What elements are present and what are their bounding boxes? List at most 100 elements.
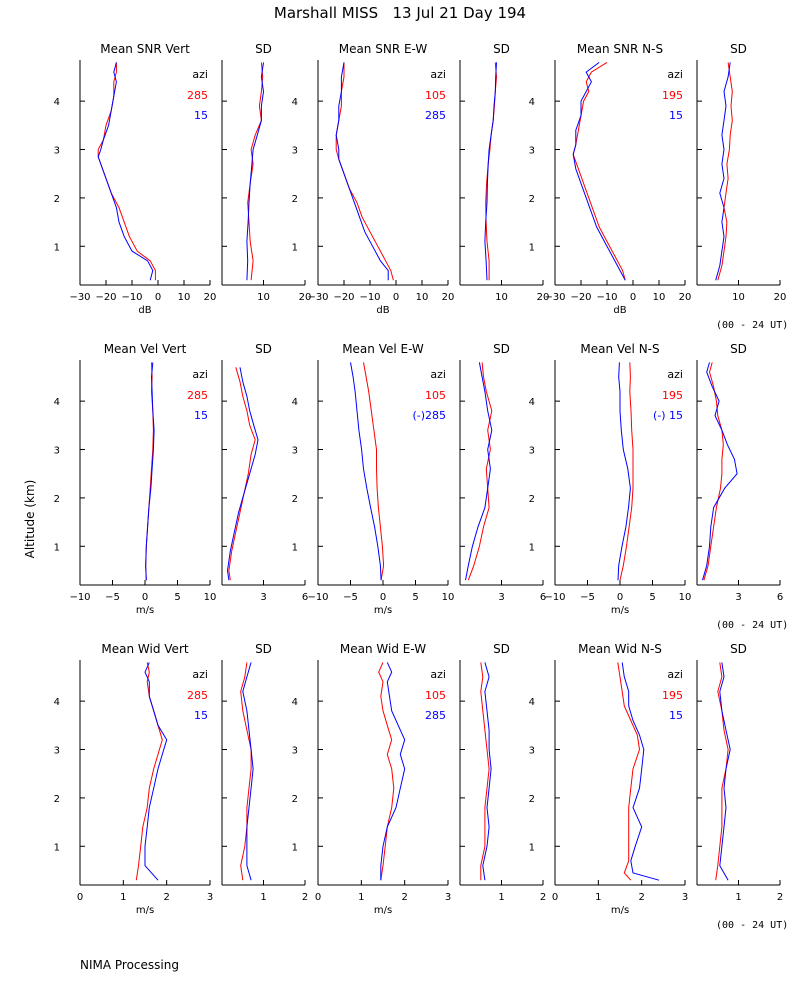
x-tick-label: 3 [207,892,213,903]
series-line [363,362,385,581]
series-line [378,662,395,881]
series-line [715,62,731,281]
x-tick-label: 0 [77,892,83,903]
x-tick-label: 0 [142,592,148,603]
panel-title: SD [493,642,510,656]
x-tick-label: −10 [359,292,380,303]
y-tick-label: 3 [529,746,535,757]
x-tick-label: −10 [307,592,328,603]
series-line [335,62,394,281]
x-tick-label: 10 [732,292,745,303]
x-tick-label: −30 [307,292,328,303]
x-tick-label: 10 [495,292,508,303]
series-line [719,662,731,881]
x-tick-label: −20 [333,292,354,303]
panel-title: Mean Vel E-W [342,342,424,356]
chart-panel: SD 1 2 [696,642,783,903]
y-tick-label: 1 [292,242,298,253]
x-tick-label: −30 [69,292,90,303]
x-axis-label: m/s [136,905,154,916]
x-tick-label: −20 [570,292,591,303]
x-tick-label: 10 [442,592,455,603]
x-tick-label: −5 [580,592,595,603]
series-line [703,362,724,581]
legend-entry: 15 [194,709,208,722]
x-tick-label: 2 [401,892,407,903]
y-tick-label: 3 [292,746,298,757]
chart-panel: SD 1 2 [459,642,546,903]
y-tick-label: 1 [529,242,535,253]
legend-title: azi [192,368,208,381]
y-tick-label: 4 [292,697,298,708]
y-tick-label: 2 [292,194,298,205]
y-tick-label: 1 [292,542,298,553]
x-axis-label: m/s [374,605,392,616]
y-tick-label: 4 [529,397,535,408]
legend-entry: 105 [425,389,446,402]
legend-title: azi [430,68,446,81]
x-tick-label: −10 [121,292,142,303]
series-line [717,62,733,281]
y-tick-label: 4 [54,97,60,108]
x-axis-label: m/s [611,605,629,616]
series-line [226,367,259,581]
panel-title: SD [255,42,272,56]
chart-panel: SD 10 20 [459,42,549,303]
y-tick-label: 4 [529,697,535,708]
series-line [482,662,492,881]
series-line [702,362,738,581]
y-tick-label: 1 [529,542,535,553]
x-tick-label: 3 [445,892,451,903]
x-tick-label: 1 [735,892,741,903]
legend-entry: 285 [187,89,208,102]
series-line [335,62,389,281]
legend-entry: 105 [425,689,446,702]
series-line [572,61,626,281]
panel-title: Mean Vel Vert [104,342,187,356]
series-line [246,62,265,281]
x-tick-label: 2 [540,892,546,903]
series-line [480,662,490,881]
legend-title: azi [667,368,683,381]
series-line [350,362,382,581]
y-tick-label: 4 [292,97,298,108]
x-axis-label: m/s [136,605,154,616]
legend-title: azi [192,68,208,81]
legend-entry: 195 [662,689,683,702]
x-axis-label: dB [138,305,151,316]
y-tick-label: 3 [292,446,298,457]
series-line [465,362,493,581]
chart-panel: Mean SNR E-W 1 2 3 4 −30 −20 −10 0 10 20 dB azi 105 28… [292,42,455,316]
series-line [242,662,254,881]
x-tick-label: −5 [343,592,358,603]
legend-entry: 195 [662,89,683,102]
y-tick-label: 1 [54,242,60,253]
x-tick-label: 2 [638,892,644,903]
x-tick-label: 10 [416,292,429,303]
series-line [145,362,155,581]
x-tick-label: 3 [682,892,688,903]
series-line [144,662,168,881]
series-line [621,662,660,881]
chart-panel: Mean Vel E-W 1 2 3 4 −10 −5 0 5 10 m/s azi 105 (-)285 [292,342,455,616]
legend-entry: 15 [194,409,208,422]
panel-title: SD [255,642,272,656]
series-line [97,62,156,281]
legend-entry: (-)285 [412,409,446,422]
x-tick-label: 6 [302,592,308,603]
x-tick-label: 10 [679,592,692,603]
x-tick-label: −5 [105,592,120,603]
legend-entry: 105 [425,89,446,102]
x-tick-label: 0 [315,892,321,903]
y-tick-label: 2 [54,194,60,205]
panel-title: SD [493,342,510,356]
series-line [240,662,252,881]
x-tick-label: 1 [358,892,364,903]
x-axis-label: m/s [611,905,629,916]
series-line [572,61,626,281]
y-tick-label: 1 [292,842,298,853]
legend-title: azi [667,668,683,681]
page-title: Marshall MISS 13 Jul 21 Day 194 [273,4,527,22]
y-tick-label: 3 [54,746,60,757]
